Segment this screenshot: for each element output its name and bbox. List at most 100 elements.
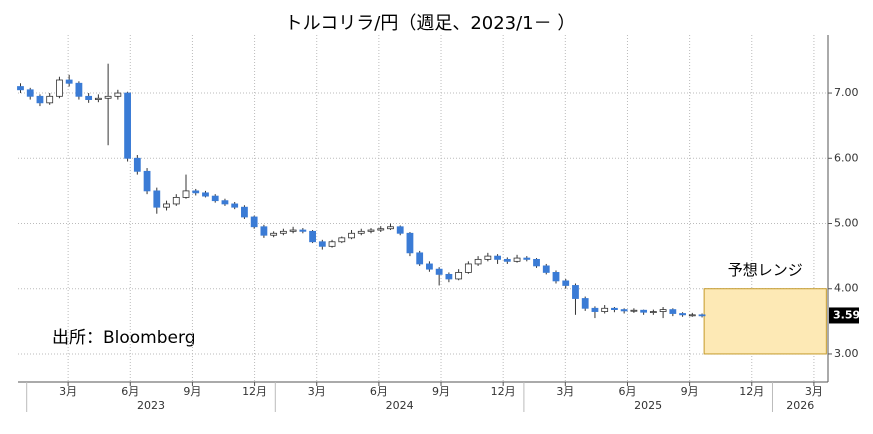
x-tick-label: 6月 <box>618 385 636 398</box>
candle-body <box>367 229 375 232</box>
candle-body <box>494 255 501 260</box>
candle-body <box>26 89 34 97</box>
x-tick-label: 3月 <box>308 385 326 398</box>
y-tick-label: 6.00 <box>834 151 859 164</box>
candle-body <box>114 92 122 97</box>
year-label: 2026 <box>786 399 814 412</box>
candle-body <box>591 307 599 312</box>
x-tick-label: 9月 <box>432 385 450 398</box>
y-tick-label: 7.00 <box>834 86 859 99</box>
candle-body <box>630 309 638 312</box>
candle-body <box>328 241 336 247</box>
candle-body <box>279 230 287 234</box>
candle-body <box>221 200 229 205</box>
candle-body <box>396 226 404 234</box>
candle-body <box>56 79 63 97</box>
candle-body <box>241 206 248 218</box>
candle-body <box>250 216 258 228</box>
x-tick-label: 6月 <box>121 385 139 398</box>
year-label: 2024 <box>386 399 414 412</box>
y-tick-label: 3.00 <box>834 347 859 360</box>
candle-body <box>133 157 141 172</box>
candle-body <box>688 314 696 317</box>
candle-body <box>289 229 297 232</box>
candle-body <box>649 311 657 313</box>
candle-body <box>143 170 151 192</box>
candle-body <box>182 190 190 198</box>
candle-body <box>416 252 424 265</box>
candle-body <box>348 232 355 239</box>
candle-body <box>572 285 579 299</box>
x-tick-label: 9月 <box>681 385 699 398</box>
y-tick-label: 5.00 <box>834 217 859 230</box>
candle-body <box>172 197 180 205</box>
candle-body <box>260 226 268 236</box>
candle-body <box>231 203 239 208</box>
year-label: 2025 <box>634 399 662 412</box>
candle-body <box>523 257 531 260</box>
candle-body <box>698 314 706 317</box>
y-tick-label: 4.00 <box>834 282 859 295</box>
x-tick-label: 12月 <box>739 385 764 398</box>
x-tick-label: 12月 <box>242 385 267 398</box>
candle-body <box>357 230 365 234</box>
candle-body <box>464 263 472 273</box>
candle-body <box>611 307 618 310</box>
candle-body <box>406 232 414 254</box>
candle-body <box>75 82 83 97</box>
candle-body <box>445 273 453 280</box>
candle-body <box>104 95 112 99</box>
candle-body <box>318 241 326 247</box>
candle-body <box>601 307 609 312</box>
last-value-box <box>829 307 859 324</box>
last-value-label: 3.59 <box>833 308 860 321</box>
candle-body <box>211 195 219 202</box>
x-tick-label: 6月 <box>370 385 388 398</box>
x-tick-label: 3月 <box>59 385 77 398</box>
candle-body <box>46 95 54 104</box>
candle-body <box>192 190 200 194</box>
candle-body <box>36 95 44 104</box>
candle-body <box>124 92 131 159</box>
candle-body <box>65 79 73 84</box>
candle-body <box>94 97 102 100</box>
candle-body <box>640 309 648 313</box>
x-tick-label: 12月 <box>491 385 516 398</box>
chart-title: トルコリラ/円（週足、2023/1－ ） <box>285 13 576 34</box>
candle-body <box>659 309 667 312</box>
candle-body <box>581 298 589 309</box>
candle-body <box>562 280 570 286</box>
year-label: 2023 <box>137 399 165 412</box>
candle-body <box>338 237 346 243</box>
candle-body <box>679 313 686 316</box>
candle-body <box>513 257 521 262</box>
candle-body <box>533 258 540 267</box>
candle-body <box>387 226 394 230</box>
x-tick-label: 3月 <box>556 385 574 398</box>
candle-body <box>669 309 677 314</box>
candle-body <box>85 95 93 100</box>
forecast-range <box>703 288 827 355</box>
candle-body <box>484 255 492 260</box>
candle-body <box>153 190 161 208</box>
candle-body <box>17 86 24 91</box>
candle-body <box>377 228 385 231</box>
candle-body <box>542 265 550 273</box>
candle-body <box>426 263 433 270</box>
source-note: 出所：Bloomberg <box>52 328 195 348</box>
candle-body <box>435 268 443 275</box>
candle-body <box>309 230 316 243</box>
forecast-label: 予想レンジ <box>728 261 803 279</box>
candle-body <box>163 203 170 208</box>
candle-body <box>299 229 307 232</box>
candle-body <box>503 258 511 262</box>
candle-body <box>202 192 209 197</box>
candle-body <box>474 258 482 265</box>
x-tick-label: 9月 <box>183 385 201 398</box>
candle-body <box>552 272 560 282</box>
candle-body <box>620 309 628 312</box>
candle-body <box>455 272 463 280</box>
candle-body <box>270 232 278 236</box>
x-tick-label: 3月 <box>805 385 823 398</box>
